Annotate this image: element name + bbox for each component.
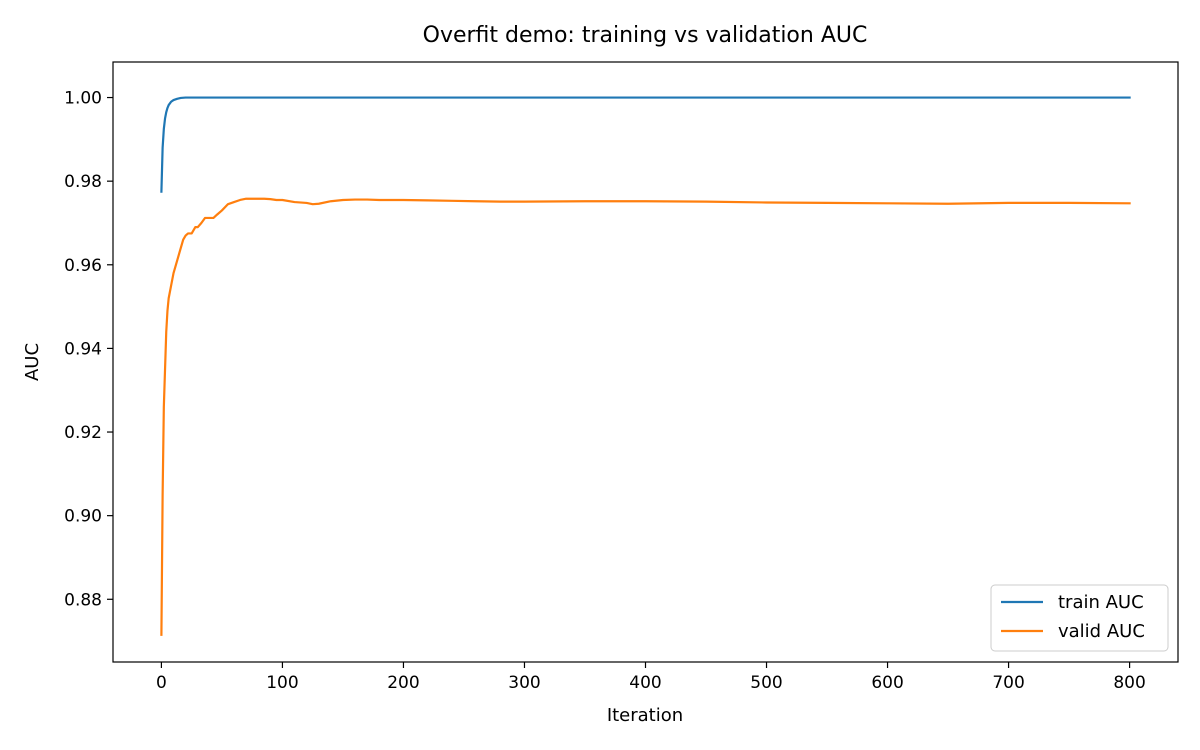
y-tick-label: 1.00 [64, 89, 102, 109]
legend-label: train AUC [1058, 592, 1144, 613]
y-tick-label: 0.94 [64, 339, 102, 359]
y-tick-label: 0.90 [64, 507, 102, 527]
x-tick-label: 800 [1113, 673, 1145, 693]
x-tick-label: 500 [750, 673, 782, 693]
y-axis-ticks: 0.88 0.90 0.92 0.94 0.96 0.98 1.00 [64, 89, 113, 610]
chart-title: Overfit demo: training vs validation AUC [423, 23, 868, 48]
x-axis-label: Iteration [607, 705, 683, 726]
y-axis-label: AUC [22, 343, 43, 381]
y-tick-label: 0.98 [64, 172, 102, 192]
x-axis-ticks: 0 100 200 300 400 500 600 700 800 [156, 662, 1146, 693]
x-tick-label: 400 [629, 673, 661, 693]
x-tick-label: 600 [871, 673, 903, 693]
legend: train AUC valid AUC [990, 584, 1169, 652]
x-tick-label: 700 [992, 673, 1024, 693]
plot-area: 0 100 200 300 400 500 600 700 800 0.880.900.920.… [64, 61, 1179, 693]
x-tick-label: 100 [266, 673, 298, 693]
series-line-valid-auc [160, 197, 1131, 636]
x-tick-label: 0 [156, 673, 167, 693]
series-lines [160, 96, 1131, 636]
x-tick-label: 300 [508, 673, 540, 693]
y-tick-label: 0.96 [64, 256, 102, 276]
y-tick-label: 0.92 [64, 423, 102, 443]
legend-label: valid AUC [1058, 621, 1145, 642]
y-tick-label: 0.88 [64, 590, 102, 610]
series-line-train-auc [160, 96, 1131, 193]
x-tick-label: 200 [387, 673, 419, 693]
